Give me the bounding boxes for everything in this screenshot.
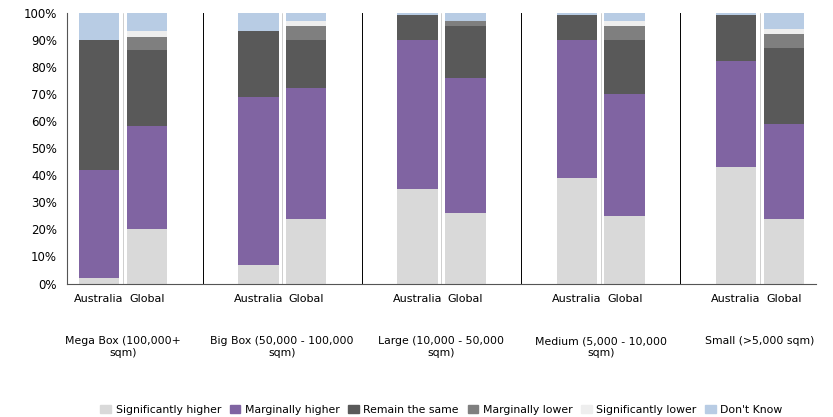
Bar [127,32,167,37]
Bar [716,15,756,61]
Bar [764,48,804,123]
Bar [127,229,167,284]
Bar [716,167,756,284]
Bar [556,178,597,284]
Bar [605,21,645,26]
Bar [716,61,756,167]
Bar [445,21,486,26]
Bar [127,50,167,126]
Bar [605,40,645,94]
Text: Small (>5,000 sqm): Small (>5,000 sqm) [706,337,815,347]
Bar [79,40,119,170]
Bar [79,278,119,284]
Text: Mega Box (100,000+
sqm): Mega Box (100,000+ sqm) [65,337,181,358]
Bar [79,13,119,40]
Bar [716,13,756,15]
Text: Large (10,000 - 50,000
sqm): Large (10,000 - 50,000 sqm) [378,337,505,358]
Bar [286,21,327,26]
Bar [286,26,327,40]
Bar [764,219,804,284]
Bar [605,216,645,284]
Bar [556,15,597,40]
Bar [605,26,645,40]
Text: Medium (5,000 - 10,000
sqm): Medium (5,000 - 10,000 sqm) [535,337,666,358]
Bar [605,13,645,21]
Bar [764,123,804,219]
Bar [79,170,119,278]
Bar [127,13,167,31]
Bar [445,78,486,213]
Bar [238,32,278,97]
Bar [238,97,278,264]
Bar [764,13,804,29]
Text: Big Box (50,000 - 100,000
sqm): Big Box (50,000 - 100,000 sqm) [211,337,354,358]
Bar [238,264,278,284]
Bar [556,40,597,178]
Bar [556,13,597,15]
Bar [397,13,438,15]
Bar [764,34,804,48]
Bar [127,126,167,229]
Bar [397,40,438,188]
Bar [286,88,327,219]
Bar [286,219,327,284]
Legend: Significantly higher, Marginally higher, Remain the same, Marginally lower, Sign: Significantly higher, Marginally higher,… [96,400,787,417]
Bar [445,26,486,78]
Bar [286,40,327,88]
Bar [286,13,327,21]
Bar [397,188,438,284]
Bar [238,13,278,32]
Bar [605,94,645,216]
Bar [764,29,804,34]
Bar [445,13,486,21]
Bar [397,15,438,40]
Bar [127,37,167,50]
Bar [445,213,486,284]
